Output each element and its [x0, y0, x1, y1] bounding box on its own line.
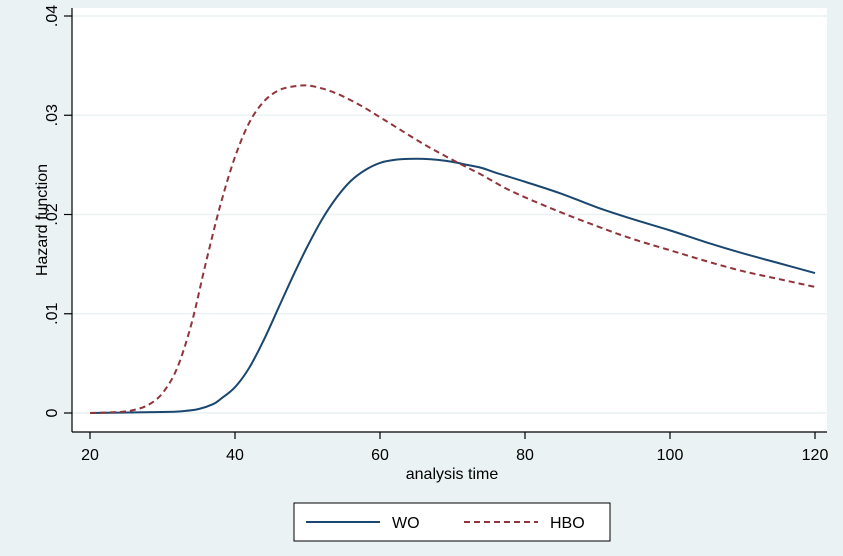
legend-hbo-label: HBO: [550, 515, 585, 532]
x-tick-label: 20: [81, 447, 99, 464]
x-tick-label: 60: [371, 447, 389, 464]
x-tick-label: 40: [226, 447, 244, 464]
y-tick-label: .04: [44, 5, 61, 27]
plot-area: [72, 8, 827, 432]
series-layer: [89, 84, 816, 414]
x-tick-label: 80: [516, 447, 534, 464]
y-tick-label: .02: [44, 203, 61, 225]
x-tick-label: 120: [802, 447, 829, 464]
y-axis-title: Hazard function: [34, 164, 51, 276]
series-line-wo: [89, 157, 816, 414]
x-axis-title: analysis time: [406, 466, 499, 483]
legend: WO HBO: [293, 502, 611, 542]
grid-layer: [72, 15, 827, 414]
x-tick-label: 100: [657, 447, 684, 464]
y-tick-label: 0: [44, 408, 61, 417]
axis-layer: [71, 8, 827, 433]
legend-wo-label: WO: [392, 515, 420, 532]
x-ticks: 20 40 60 80 100 120: [81, 432, 828, 464]
y-tick-label: .03: [44, 104, 61, 126]
y-ticks: 0 .01 .02 .03 .04: [44, 5, 72, 417]
y-tick-label: .01: [44, 303, 61, 325]
